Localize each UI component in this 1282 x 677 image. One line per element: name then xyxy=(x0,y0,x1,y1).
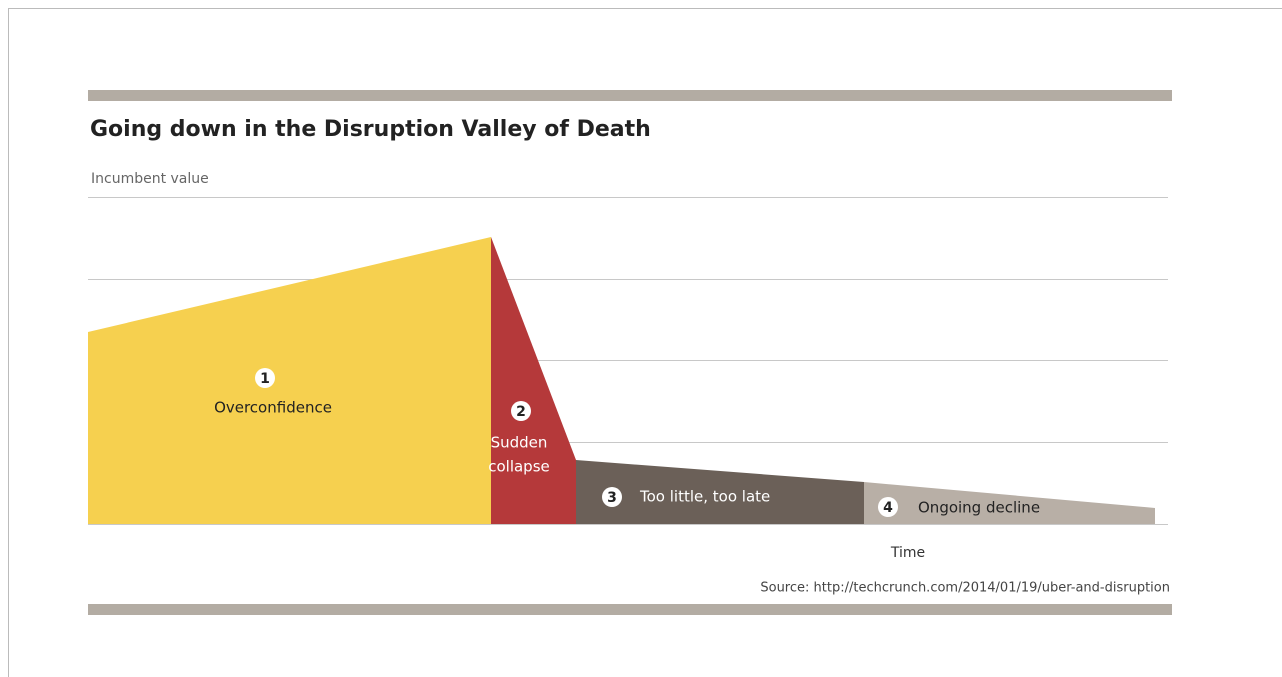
phase-area xyxy=(88,237,491,524)
bottom-bar xyxy=(88,604,1172,615)
phase-label: Ongoing decline xyxy=(918,499,1040,517)
phase-number: 2 xyxy=(516,404,526,420)
phase-number: 4 xyxy=(883,500,893,516)
phase-badge xyxy=(878,497,898,517)
phase-label: Sudden xyxy=(491,434,548,452)
phase-area xyxy=(864,482,1155,524)
phase-number: 1 xyxy=(260,371,270,387)
top-bar xyxy=(88,90,1172,101)
source: Source: http://techcrunch.com/2014/01/19… xyxy=(760,581,1170,596)
phase-badge xyxy=(511,401,531,421)
phase-number: 3 xyxy=(607,490,617,506)
title: Going down in the Disruption Valley of D… xyxy=(90,117,651,142)
phase-label: collapse xyxy=(488,458,550,476)
phase-badge xyxy=(602,487,622,507)
x-label: Time xyxy=(890,545,925,561)
phase-area xyxy=(576,460,864,524)
phase-label: Overconfidence xyxy=(214,399,332,417)
y-label: Incumbent value xyxy=(91,171,209,187)
phase-label: Too little, too late xyxy=(639,488,770,506)
phase-area xyxy=(491,237,576,524)
phase-badge xyxy=(255,368,275,388)
